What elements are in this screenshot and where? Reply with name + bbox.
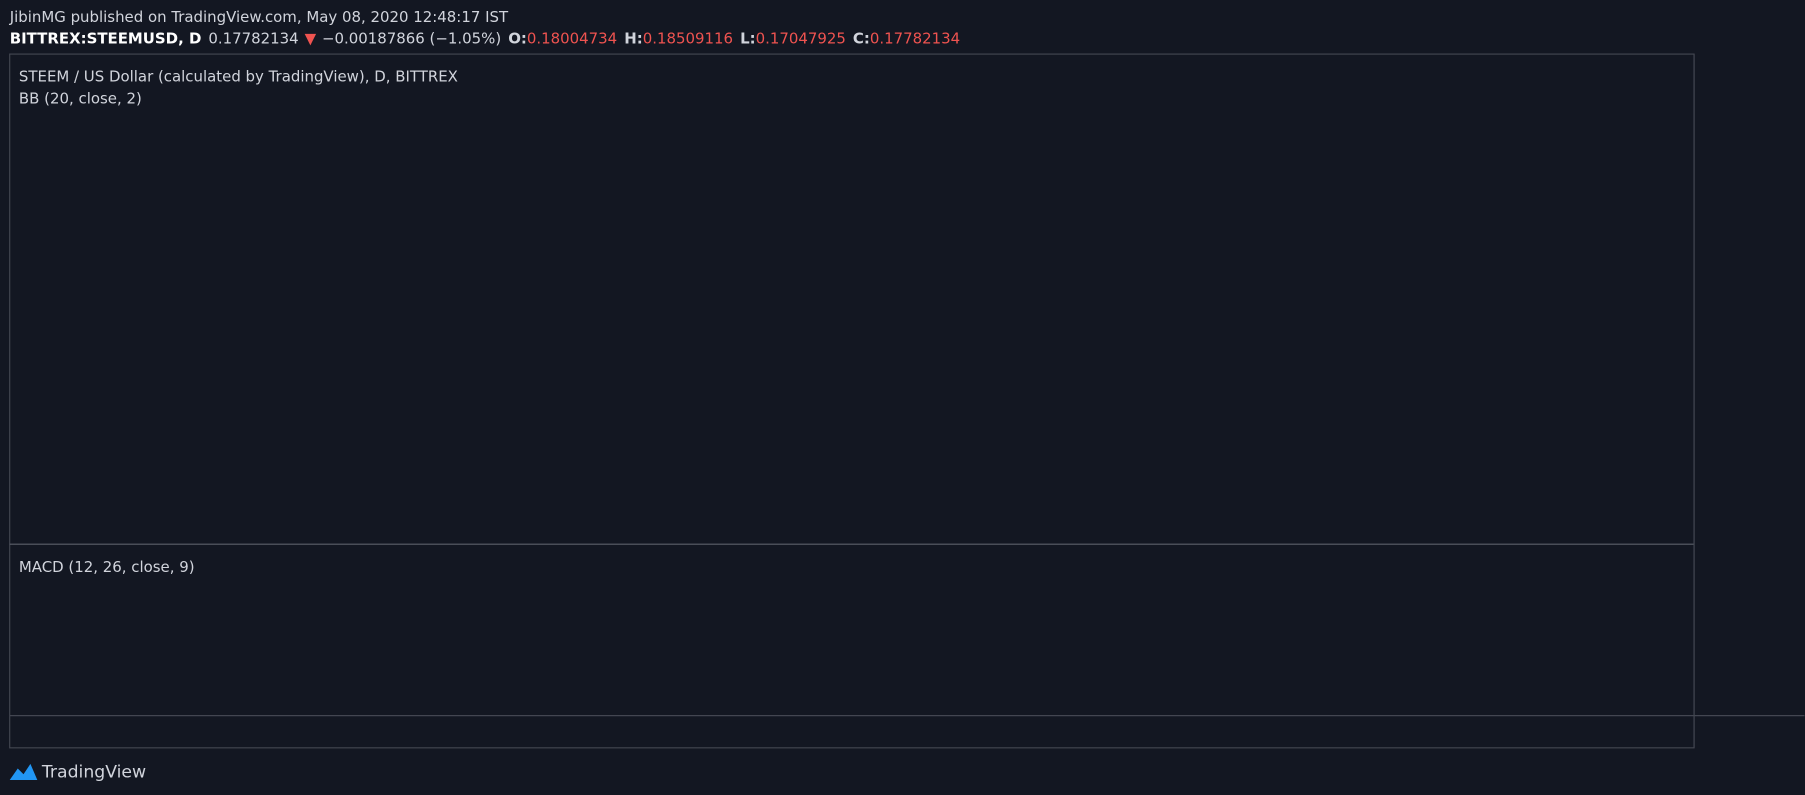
change: −0.00187866 (−1.05%)	[322, 30, 501, 48]
change-arrow: ▼	[305, 30, 317, 48]
publisher-line: JibinMG published on TradingView.com, Ma…	[9, 8, 509, 26]
last-price: 0.17782134	[208, 30, 298, 48]
bb-legend: BB (20, close, 2)	[19, 90, 142, 108]
high-label: H:	[624, 30, 642, 48]
brand-logo: TradingView	[9, 763, 146, 783]
low-value: 0.17047925	[756, 30, 846, 48]
macd-legend: MACD (12, 26, close, 9)	[19, 558, 195, 576]
ohlc-line: BITTREX:STEEMUSD, D 0.17782134 ▼ −0.0018…	[10, 30, 960, 48]
open-label: O:	[508, 30, 527, 48]
close-label: C:	[853, 30, 870, 48]
open-value: 0.18004734	[527, 30, 617, 48]
low-label: L:	[740, 30, 756, 48]
symbol: BITTREX:STEEMUSD, D	[10, 30, 202, 48]
chart-title: STEEM / US Dollar (calculated by Trading…	[19, 68, 458, 86]
logo-icon	[9, 763, 38, 781]
high-value: 0.18509116	[643, 30, 733, 48]
brand-name: TradingView	[41, 763, 146, 783]
close-value: 0.17782134	[870, 30, 960, 48]
